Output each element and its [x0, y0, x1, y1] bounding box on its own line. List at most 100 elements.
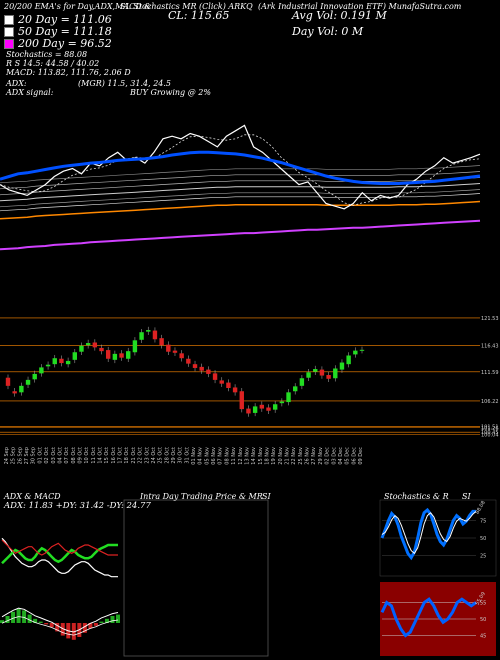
candle-body	[25, 379, 31, 385]
date-tick-label: 30 Sep	[31, 447, 37, 464]
date-tick-label: 07 Oct	[64, 447, 70, 464]
macd-histogram-bar	[88, 623, 93, 629]
rsi-y-tick: 55	[480, 601, 486, 607]
candle-body	[152, 330, 158, 340]
candle-body	[252, 406, 258, 413]
candle-body	[12, 391, 17, 394]
candle-body	[226, 382, 231, 388]
date-tick-label: 15 Oct	[104, 447, 110, 464]
candlestick-chart: 121.53 116.43 111.59 106.22 101.51101.26100.…	[0, 316, 499, 465]
candle-body	[246, 408, 251, 414]
macd-histogram-bar	[71, 623, 76, 640]
intraday-panel-title: Intra Day Trading Price & MR	[140, 492, 263, 501]
date-tick-label: 03 Oct	[51, 447, 57, 464]
candle-body	[299, 378, 305, 386]
stoch-si-label: SI	[462, 492, 471, 501]
rsi-y-tick: 45	[480, 634, 486, 640]
candle-body	[192, 364, 198, 368]
candle-body	[179, 353, 184, 359]
date-tick-label: 28 Oct	[164, 447, 170, 464]
date-tick-label: 08 Oct	[71, 447, 77, 464]
ema-band-1	[0, 171, 481, 190]
header-title-right: (Ark Industrial Innovation ETF) MunafaSu…	[258, 2, 462, 11]
candle-body	[19, 385, 24, 393]
candle-body	[52, 358, 57, 365]
candle-body	[79, 345, 84, 352]
date-tick-label: 29 Oct	[171, 447, 177, 464]
legend-label-50day: 50 Day = 111.18	[18, 25, 112, 38]
date-tick-label: 11 Oct	[91, 447, 97, 464]
date-tick-label: 26 Nov	[305, 447, 311, 465]
price-level-label: 111.59	[481, 370, 499, 376]
price-level-label: 101.51	[481, 424, 499, 430]
legend-label-200day: 200 Day = 96.52	[18, 37, 112, 50]
candle-body	[166, 344, 171, 352]
candle-body	[333, 368, 338, 379]
candle-body	[266, 407, 271, 411]
adx-signal-label: ADX signal:	[6, 88, 54, 97]
date-tick-label: 13 Nov	[244, 447, 250, 465]
date-tick-label: 17 Oct	[118, 447, 124, 464]
candle-body	[346, 355, 351, 365]
date-tick-label: 16 Oct	[111, 447, 117, 464]
price-level-label: 121.53	[481, 316, 499, 322]
stochastics-signal-line	[381, 511, 477, 555]
candle-body	[326, 375, 331, 379]
candle-body	[239, 391, 244, 410]
candle-body	[172, 350, 178, 353]
ema-slow-line	[0, 183, 481, 202]
legend-label-20day: 20 Day = 111.06	[18, 13, 112, 26]
candle-body	[232, 387, 238, 393]
date-tick-label: 25 Sep	[11, 447, 17, 464]
date-tick-label: 18 Oct	[124, 447, 130, 464]
date-tick-label: 04 Oct	[57, 447, 63, 464]
date-tick-label: 07 Nov	[218, 447, 224, 465]
candle-body	[259, 404, 265, 409]
date-tick-label: 21 Nov	[285, 447, 291, 465]
support-resistance: R S 14.5: 44.58 / 40.02	[6, 59, 100, 68]
candle-body	[159, 338, 164, 346]
adx-panel-subtitle: ADX: 11.83 +DY: 31.42 -DY: 24.77	[4, 501, 151, 511]
day-volume: Day Vol: 0 M	[292, 25, 364, 38]
date-tick-label: 02 Dec	[325, 447, 331, 465]
price-level-label: 101.26	[481, 426, 499, 432]
close-price: CL: 115.65	[168, 9, 230, 22]
macd-histogram-bar	[5, 616, 10, 623]
date-tick-label: 25 Nov	[298, 447, 304, 465]
adx-panel-title: ADX & MACD	[4, 492, 61, 501]
rsi-line	[380, 597, 477, 638]
date-tick-label: 18 Nov	[264, 447, 270, 465]
candle-body	[119, 353, 124, 358]
macd-histogram-bar	[27, 614, 32, 623]
adx-label: ADX:	[6, 79, 27, 88]
macd-line	[1, 607, 119, 633]
date-tick-label: 27 Nov	[311, 447, 317, 465]
legend-swatch-20day	[4, 15, 14, 25]
date-tick-label: 20 Nov	[278, 447, 284, 465]
avg-volume: Avg Vol: 0.191 M	[292, 9, 387, 22]
adx-value: (MGR) 11.5, 31.4, 24.5	[78, 79, 171, 88]
date-tick-label: 31 Oct	[184, 447, 190, 464]
macd-histogram-bar	[93, 623, 98, 626]
date-tick-label: 09 Dec	[358, 447, 364, 465]
legend-item-50day: 50 Day = 111.18	[4, 26, 112, 38]
macd-histogram-bar	[38, 621, 43, 623]
date-tick-label: 22 Oct	[138, 447, 144, 464]
stochastics-value: Stochastics = 88.08	[6, 50, 88, 59]
adx-line	[1, 537, 118, 578]
macd-histogram-bar	[49, 623, 54, 628]
stoch-y-tick: 75	[480, 519, 486, 525]
candle-body	[286, 392, 291, 403]
candle-body	[272, 404, 278, 410]
macd-value: MACD: 113.82, 111.76, 2.06 D	[6, 68, 131, 77]
macd-histogram-bar	[22, 610, 27, 623]
macd-histogram-bar	[33, 618, 38, 623]
date-tick-label: 12 Nov	[238, 447, 244, 465]
candle-body	[65, 360, 71, 365]
legend-item-200day: 200 Day = 96.52	[4, 38, 112, 50]
candle-body	[219, 380, 224, 384]
macd-signal-line	[1, 616, 119, 636]
date-tick-label: 23 Oct	[144, 447, 150, 464]
rsi-y-tick: 50	[480, 617, 486, 623]
